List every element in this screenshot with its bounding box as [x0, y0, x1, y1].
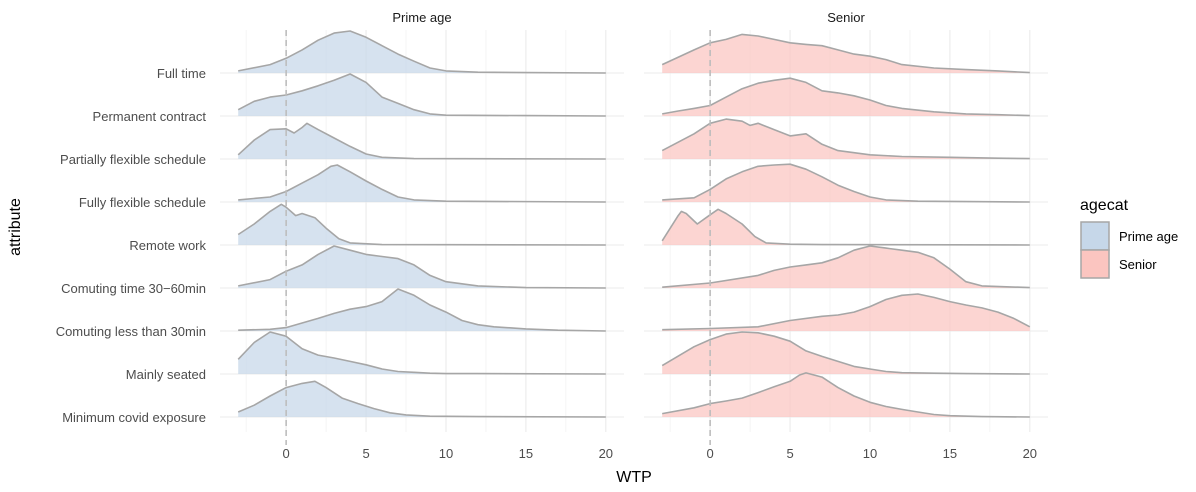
- facet-label-senior: Senior: [827, 10, 865, 25]
- ridge-fill-prime-age-comuting-less-than-30min: [238, 289, 606, 331]
- legend-key-senior: [1080, 249, 1110, 279]
- ridge-line-senior-comuting-time-30-60min: [662, 245, 1030, 289]
- density-ridges: [237, 30, 1031, 418]
- ridge-fill-senior-fully-flexible-schedule: [662, 164, 1030, 202]
- ridge-line-prime-age-permanent-contract: [237, 73, 606, 117]
- y-tick-label-remote-work: Remote work: [129, 238, 206, 253]
- ridge-fill-senior-minimum-covid-exposure: [662, 372, 1030, 417]
- ridge-fill-senior-partially-flexible-schedule: [662, 119, 1030, 159]
- x-tick-label: 0: [283, 446, 290, 461]
- x-tick-label: 10: [863, 446, 877, 461]
- y-tick-label-comuting-time-30-60min: Comuting time 30−60min: [61, 281, 206, 296]
- ridge-line-prime-age-full-time: [238, 30, 606, 74]
- ridge-line-senior-full-time: [661, 33, 1030, 74]
- ridge-fill-prime-age-remote-work: [238, 204, 606, 245]
- ridge-line-prime-age-minimum-covid-exposure: [237, 380, 606, 418]
- legend: agecat Prime age Senior: [1080, 197, 1178, 279]
- x-axis-title: WTP: [616, 469, 652, 486]
- ridge-fill-prime-age-comuting-time-30-60min: [238, 246, 606, 288]
- x-tick-label: 5: [362, 446, 369, 461]
- legend-key-prime-age: [1080, 221, 1110, 251]
- ridge-line-senior-comuting-less-than-30min: [662, 293, 1031, 331]
- ridge-line-senior-partially-flexible-schedule: [661, 118, 1030, 160]
- x-tick-label: 15: [519, 446, 533, 461]
- ridge-line-senior-minimum-covid-exposure: [662, 372, 1030, 418]
- ridge-fill-senior-mainly-seated: [662, 332, 1030, 374]
- x-tick-label: 20: [1023, 446, 1037, 461]
- ridge-fill-senior-full-time: [662, 34, 1030, 73]
- ridge-fill-prime-age-fully-flexible-schedule: [238, 165, 606, 202]
- ridge-fill-senior-comuting-time-30-60min: [662, 246, 1030, 288]
- y-axis-title: attribute: [7, 198, 24, 256]
- legend-label-senior: Senior: [1119, 257, 1157, 272]
- y-tick-label-fully-flexible-schedule: Fully flexible schedule: [79, 195, 206, 210]
- x-tick-label: 5: [786, 446, 793, 461]
- y-tick-label-minimum-covid-exposure: Minimum covid exposure: [62, 410, 206, 425]
- x-tick-label: 15: [943, 446, 957, 461]
- x-tick-label: 10: [439, 446, 453, 461]
- ridge-fill-senior-comuting-less-than-30min: [662, 294, 1030, 331]
- ridge-line-senior-remote-work: [661, 208, 1030, 246]
- ridge-fill-senior-remote-work: [662, 209, 1030, 245]
- ridge-line-senior-mainly-seated: [661, 331, 1030, 375]
- y-axis-tick-labels: Full time Permanent contract Partially fle…: [56, 66, 207, 425]
- ridge-fill-senior-permanent-contract: [662, 78, 1030, 116]
- ridge-line-senior-permanent-contract: [662, 77, 1030, 117]
- y-tick-label-partially-flexible-schedule: Partially flexible schedule: [60, 152, 206, 167]
- x-tick-label: 20: [599, 446, 613, 461]
- ridge-line-prime-age-partially-flexible-schedule: [237, 122, 606, 160]
- ridge-fill-prime-age-minimum-covid-exposure: [238, 381, 606, 417]
- ridge-line-prime-age-comuting-less-than-30min: [238, 288, 606, 332]
- y-tick-label-mainly-seated: Mainly seated: [126, 367, 206, 382]
- ridge-line-prime-age-fully-flexible-schedule: [238, 164, 606, 203]
- ridge-line-prime-age-remote-work: [237, 203, 606, 246]
- legend-label-prime-age: Prime age: [1119, 229, 1178, 244]
- ridge-fill-prime-age-permanent-contract: [238, 74, 606, 116]
- x-tick-label: 0: [707, 446, 714, 461]
- y-tick-label-full-time: Full time: [157, 66, 206, 81]
- ridge-fill-prime-age-partially-flexible-schedule: [238, 123, 606, 159]
- ridge-fill-prime-age-full-time: [238, 31, 606, 73]
- reference-lines: [285, 30, 711, 445]
- facet-label-prime-age: Prime age: [392, 10, 451, 25]
- x-axis-tick-labels: 0 5 10 15 20 0 5 10 15 20: [283, 446, 1038, 461]
- legend-title: agecat: [1080, 197, 1129, 214]
- y-tick-label-permanent-contract: Permanent contract: [93, 109, 207, 124]
- ridge-line-prime-age-comuting-time-30-60min: [238, 245, 606, 289]
- ridge-fill-prime-age-mainly-seated: [238, 332, 606, 374]
- ridge-line-senior-fully-flexible-schedule: [662, 163, 1030, 203]
- y-tick-label-comuting-less-than-30min: Comuting less than 30min: [56, 324, 206, 339]
- ridge-line-prime-age-mainly-seated: [237, 331, 606, 375]
